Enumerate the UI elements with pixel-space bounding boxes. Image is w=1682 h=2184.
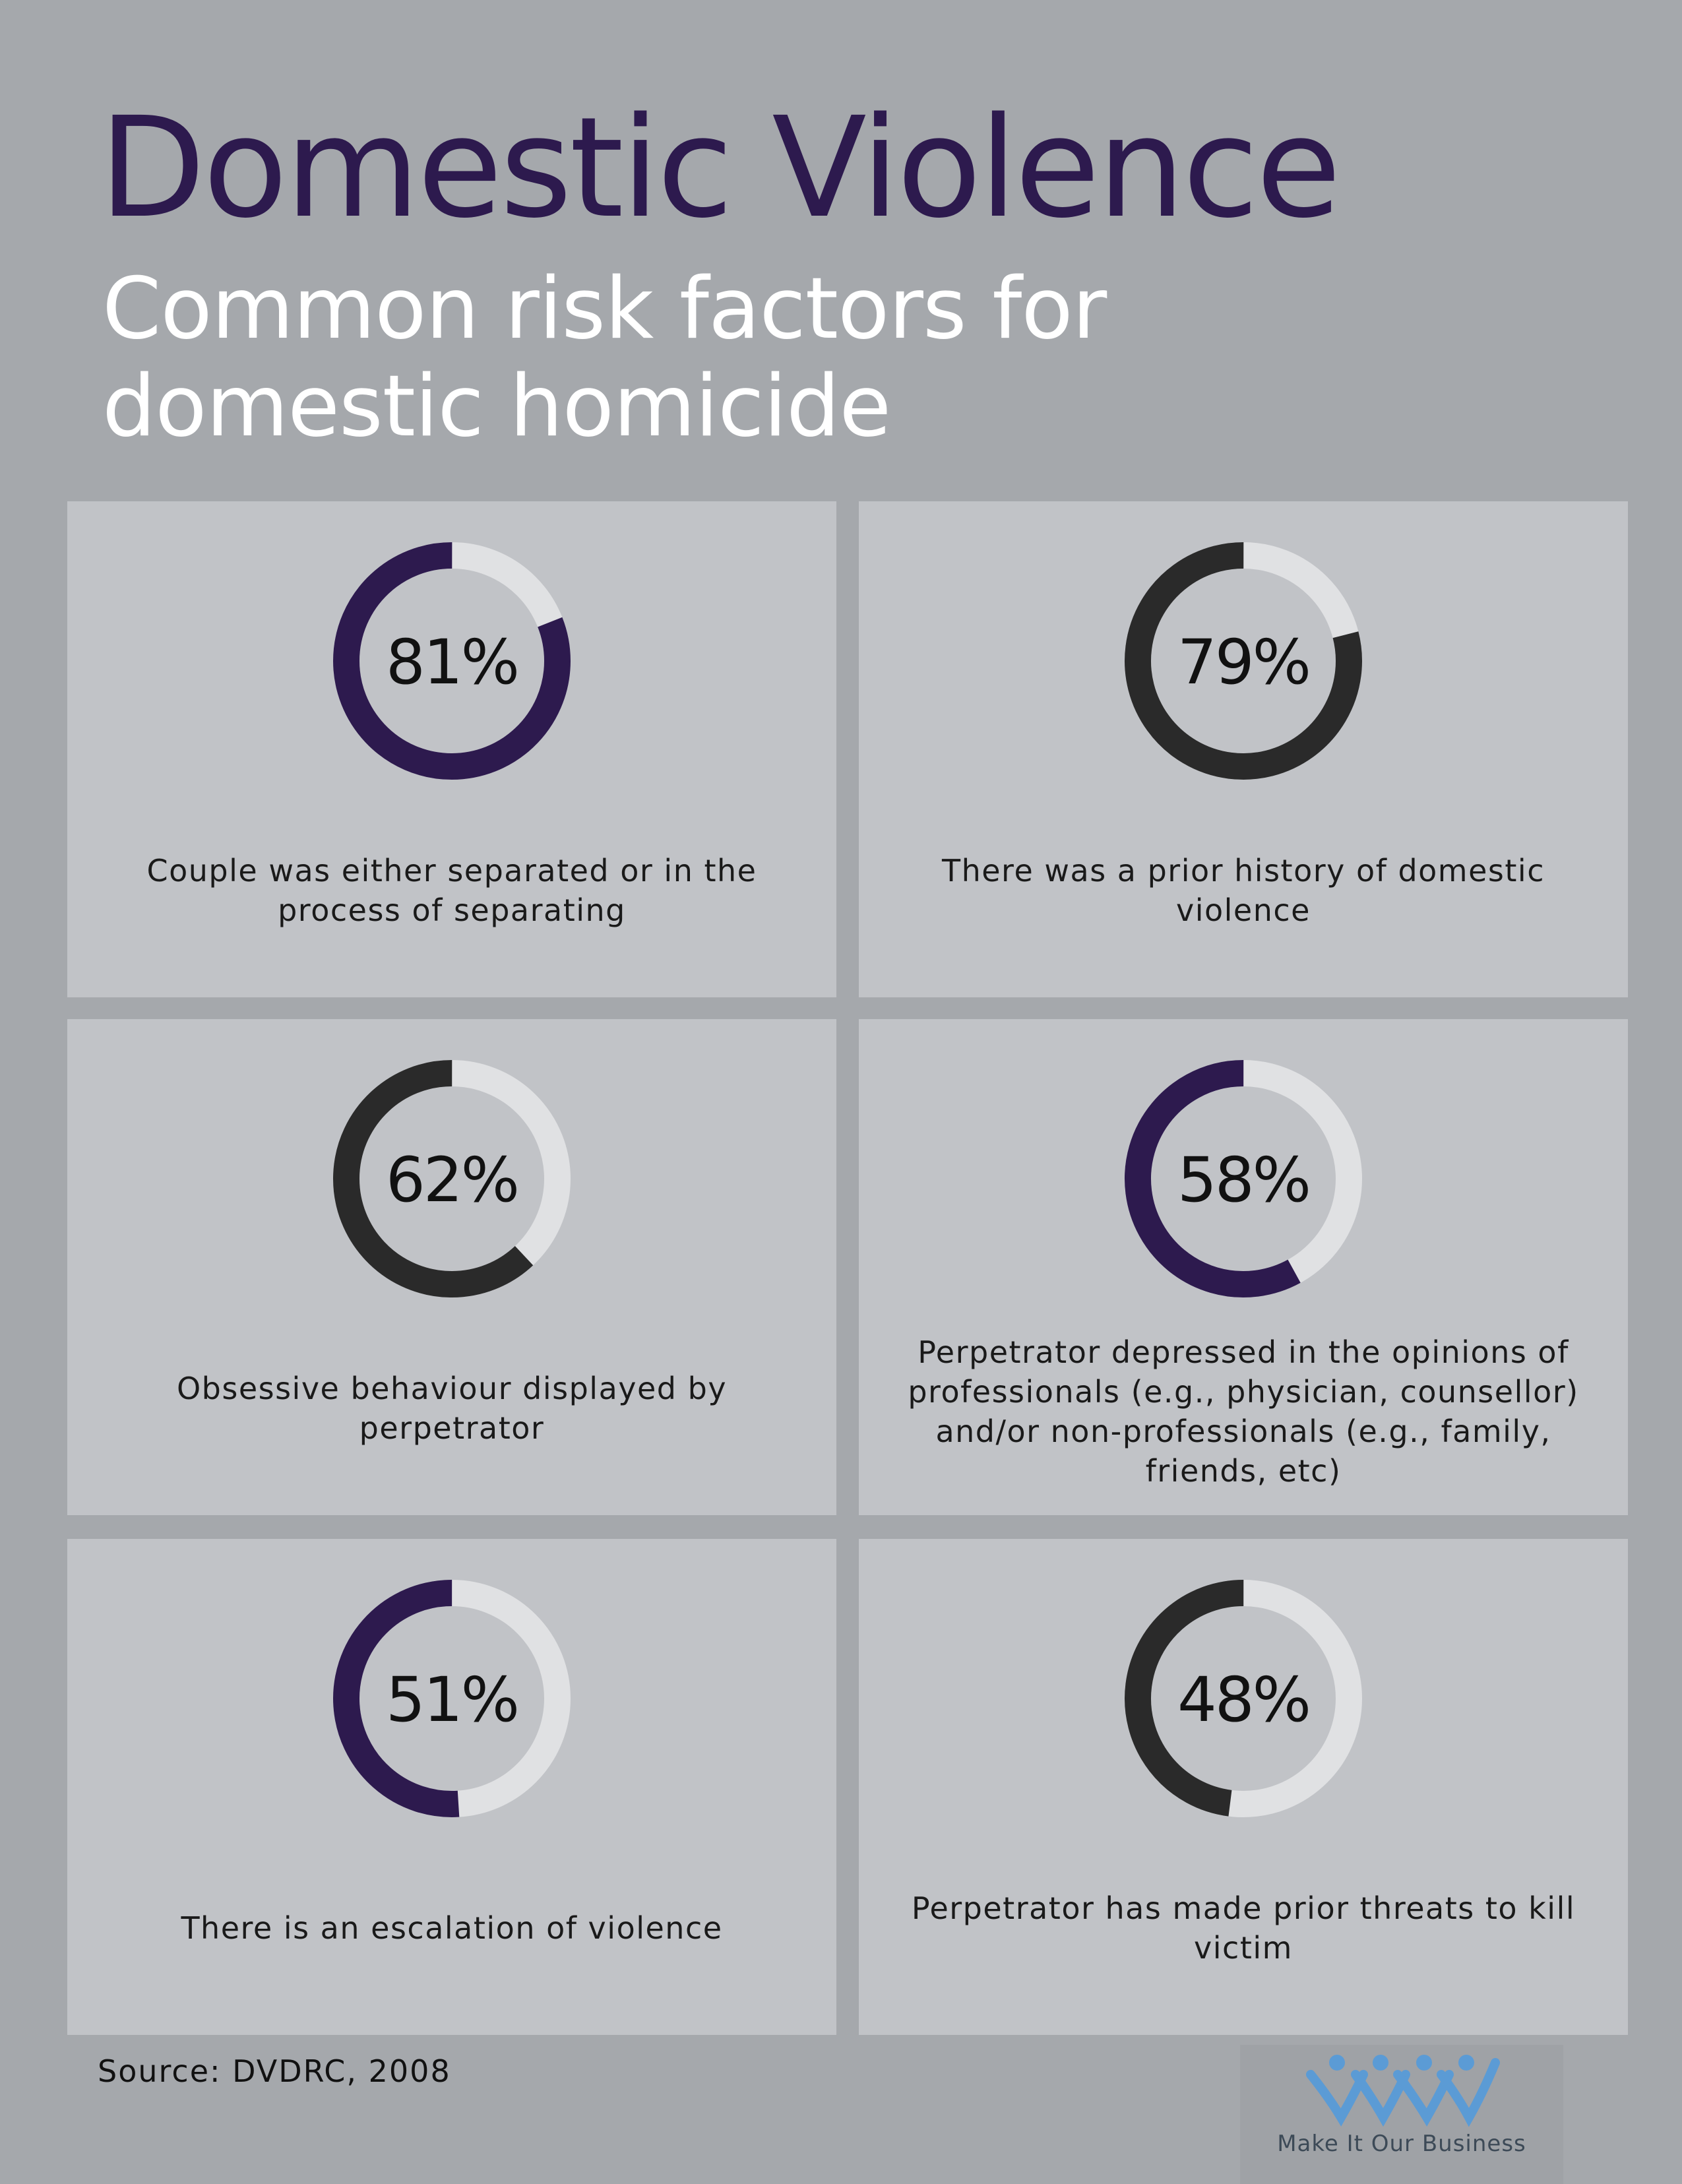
risk-caption: Couple was either separated or in the pr…	[146, 853, 757, 928]
risk-caption: There is an escalation of violence	[181, 1910, 723, 1946]
four-people-icon	[1306, 2055, 1500, 2127]
donut-percent-label: 81%	[386, 627, 518, 699]
risk-card: 51% There is an escalation of violence	[67, 1539, 836, 2035]
risk-card: 81% Couple was either separated or in th…	[67, 501, 836, 997]
donut-value-arc	[333, 1060, 571, 1297]
risk-card: 48% Perpetrator has made prior threats t…	[859, 1539, 1628, 2035]
donut-percent-label: 62%	[386, 1144, 518, 1216]
logo: Make It Our Business	[1240, 2045, 1563, 2184]
donut-value-arc	[333, 542, 571, 780]
donut-value-arc	[1125, 1060, 1362, 1297]
donut-chart: 51%	[333, 1580, 571, 1817]
risk-card: 58% Perpetrator depressed in the opinion…	[859, 1019, 1628, 1515]
donut-value-arc	[1125, 1580, 1362, 1817]
donut-percent-label: 51%	[386, 1664, 518, 1736]
risk-caption: There was a prior history of domestic vi…	[942, 853, 1545, 928]
risk-caption: Perpetrator depressed in the opinions of…	[908, 1334, 1579, 1489]
risk-card: 79% There was a prior history of domesti…	[859, 501, 1628, 997]
donut-chart: 48%	[1125, 1580, 1362, 1817]
donut-chart: 79%	[1125, 542, 1362, 780]
donut-percent-label: 79%	[1177, 627, 1309, 699]
risk-card: 62% Obsessive behaviour displayed by per…	[67, 1019, 836, 1515]
source-citation: Source: DVDRC, 2008	[98, 2053, 451, 2089]
risk-caption: Perpetrator has made prior threats to ki…	[911, 1890, 1576, 1966]
page-title: Domestic Violence	[99, 87, 1341, 249]
risk-caption: Obsessive behaviour displayed by perpetr…	[176, 1371, 728, 1446]
donut-percent-label: 48%	[1177, 1664, 1309, 1736]
donut-chart: 58%	[1125, 1060, 1362, 1297]
donut-percent-label: 58%	[1177, 1144, 1309, 1216]
page-subtitle: Common risk factors for domestic homicid…	[102, 260, 1107, 456]
donut-chart: 81%	[333, 542, 571, 780]
donut-chart: 62%	[333, 1060, 571, 1297]
logo-text: Make It Our Business	[1277, 2131, 1526, 2157]
